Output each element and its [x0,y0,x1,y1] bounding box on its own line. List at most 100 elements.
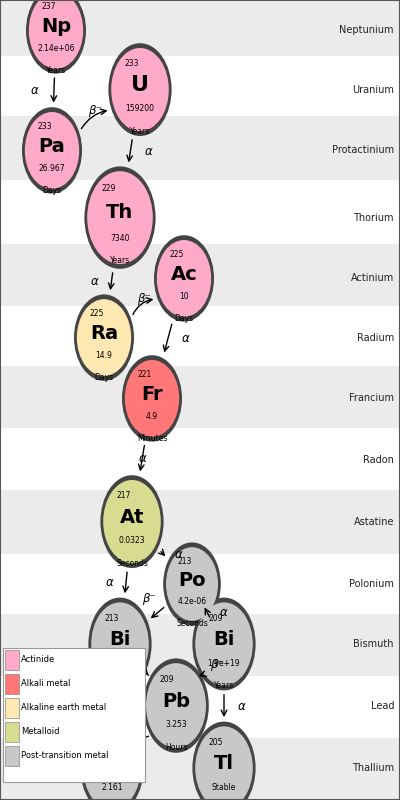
Text: Protactinium: Protactinium [332,146,394,155]
Text: Thorium: Thorium [354,213,394,222]
Text: 229: 229 [102,184,116,194]
Text: α: α [91,275,98,288]
Text: 3.253: 3.253 [165,721,187,730]
Text: α: α [219,606,227,618]
Text: 26.967: 26.967 [39,164,65,173]
Ellipse shape [84,166,156,269]
Ellipse shape [103,480,161,563]
Ellipse shape [163,542,221,626]
Text: At: At [120,508,144,527]
Text: Th: Th [106,203,134,222]
Text: 4.2e-06: 4.2e-06 [178,597,206,606]
FancyBboxPatch shape [5,746,19,766]
Ellipse shape [87,171,153,264]
Text: 237: 237 [41,2,56,11]
Bar [0,244,400,306]
Bar [0,180,400,244]
Ellipse shape [22,107,82,194]
Text: 233: 233 [37,122,52,131]
FancyBboxPatch shape [3,648,145,782]
Ellipse shape [125,360,179,437]
Text: Fr: Fr [141,385,163,404]
Ellipse shape [26,0,86,74]
Text: β⁻: β⁻ [88,105,102,118]
Ellipse shape [25,112,79,189]
Text: Days: Days [42,186,62,195]
Text: Days: Days [94,374,114,382]
Bar [0,428,400,490]
Text: β⁻: β⁻ [137,292,151,305]
Text: 7340: 7340 [110,234,130,243]
Text: Actinium: Actinium [351,274,394,283]
Text: 10: 10 [179,292,189,301]
Text: α: α [174,547,182,561]
Text: 209: 209 [96,738,111,746]
Text: Radium: Radium [357,333,394,342]
Text: α: α [138,452,146,465]
Text: β⁻: β⁻ [142,592,156,605]
Bar [0,676,400,738]
FancyBboxPatch shape [5,650,19,670]
Text: α: α [31,84,39,97]
Text: Np: Np [41,17,71,36]
Text: α: α [182,332,190,345]
Bar [0,0,400,56]
Text: α: α [238,699,246,713]
Text: Actinide: Actinide [21,655,56,665]
Text: 209: 209 [208,614,223,622]
Bar [0,366,400,428]
Text: Pb: Pb [162,692,190,711]
Text: Tl: Tl [102,754,122,774]
Ellipse shape [154,235,214,322]
Text: Ra: Ra [90,324,118,343]
Text: Polonium: Polonium [349,579,394,589]
Text: 217: 217 [116,491,130,500]
Ellipse shape [195,602,253,686]
Bar [0,614,400,676]
Text: Minutes: Minutes [105,681,135,690]
Text: 0.0323: 0.0323 [119,536,145,545]
Ellipse shape [83,726,141,800]
Text: 225: 225 [89,310,104,318]
Ellipse shape [157,240,211,317]
Bar [0,116,400,180]
Text: Days: Days [174,314,194,323]
Text: Years: Years [46,66,66,75]
Ellipse shape [77,299,131,376]
Ellipse shape [146,663,206,748]
Text: Francium: Francium [349,394,394,403]
Text: 205: 205 [208,738,223,746]
Text: 233: 233 [124,59,139,68]
Text: Uranium: Uranium [352,85,394,94]
Text: Post-transition metal: Post-transition metal [21,751,109,761]
Text: 209: 209 [160,675,174,684]
FancyBboxPatch shape [5,674,19,694]
Text: Alkaline earth metal: Alkaline earth metal [21,703,106,713]
Ellipse shape [122,355,182,442]
Bar [0,490,400,554]
Ellipse shape [29,0,83,69]
Text: Neptunium: Neptunium [340,26,394,35]
Text: Years: Years [214,681,234,690]
Text: Hours: Hours [165,743,187,752]
Text: Years: Years [130,126,150,135]
Text: Seconds: Seconds [176,619,208,628]
Text: 14.9: 14.9 [96,351,112,360]
Ellipse shape [91,602,149,686]
Ellipse shape [100,475,164,568]
Ellipse shape [88,598,152,690]
Text: U: U [131,75,149,95]
Ellipse shape [74,294,134,381]
Text: Tl: Tl [214,754,234,774]
Bar [0,738,400,800]
Text: 225: 225 [169,250,184,259]
Text: 2.14e+06: 2.14e+06 [37,44,75,53]
Ellipse shape [192,722,256,800]
Text: 1.9e+19: 1.9e+19 [208,658,240,667]
Text: 159200: 159200 [126,104,154,113]
Text: α: α [105,576,113,590]
Ellipse shape [111,48,169,131]
Text: α: α [144,145,152,158]
Text: 213: 213 [178,557,192,566]
Ellipse shape [108,43,172,136]
